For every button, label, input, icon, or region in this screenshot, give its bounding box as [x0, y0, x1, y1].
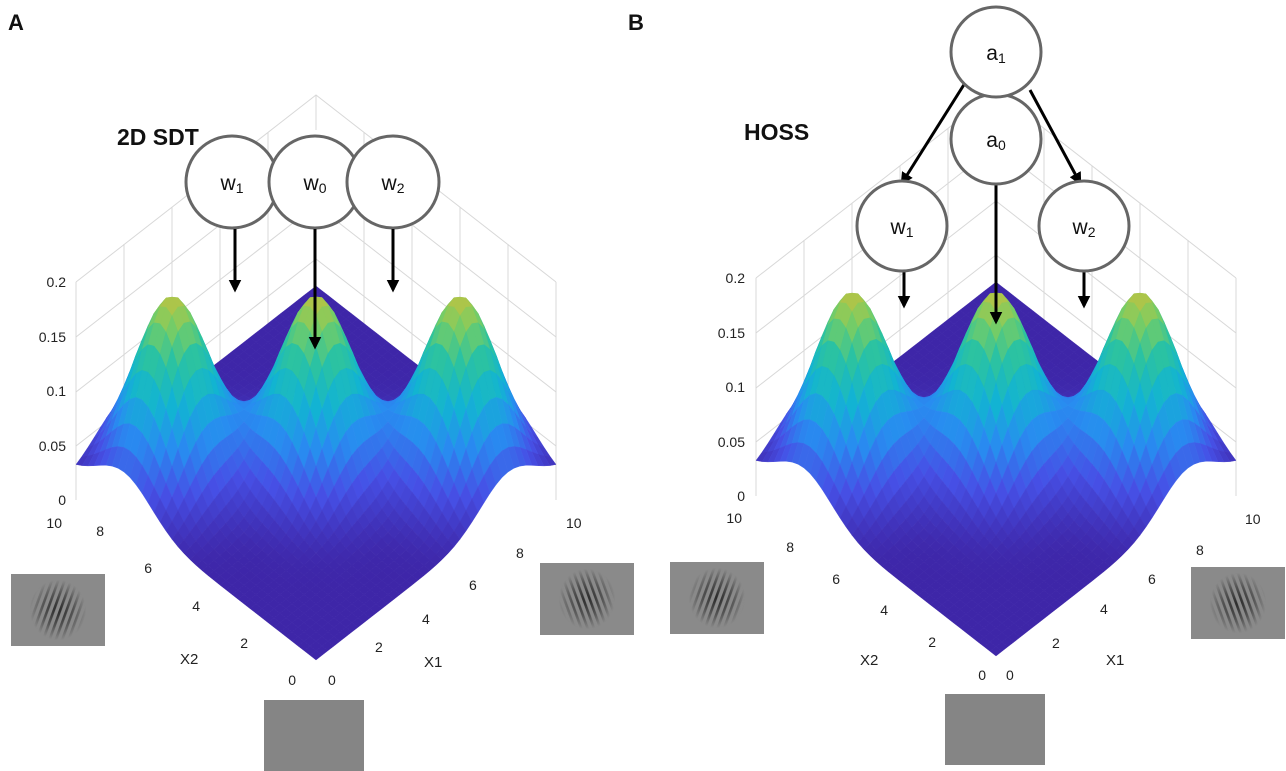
stimulus-blank-a	[264, 700, 364, 771]
node-a1: a1	[949, 5, 1043, 99]
surface-facet	[989, 646, 1003, 657]
stimulus-gabor-right-b	[1191, 567, 1285, 639]
x1-tick: 8	[1196, 542, 1204, 558]
surface-facet	[309, 650, 323, 661]
z-tick: 0.15	[718, 325, 745, 341]
panel-b-title: HOSS	[744, 119, 809, 145]
nodes-a: w1 w0 w2	[184, 134, 441, 230]
surface-a	[75, 285, 557, 661]
x1-ticks-a: 0 2 4 6 8 10	[328, 515, 582, 688]
panel-a: A 2D SDT 0 0.05 0.1 0.15 0.2 0 2 4 6 8 1…	[8, 10, 634, 771]
svg-text:a0: a0	[986, 129, 1006, 153]
x2-tick: 4	[880, 602, 888, 618]
x1-axis-label-a: X1	[424, 654, 442, 671]
node-w1: w1	[855, 179, 949, 273]
z-tick: 0.1	[726, 379, 746, 395]
x2-tick: 0	[288, 672, 296, 688]
z-tick: 0.05	[718, 434, 745, 450]
arrow-a1-to-w2	[1028, 89, 1082, 186]
x1-tick: 2	[1052, 635, 1060, 651]
z-ticks-a: 0 0.05 0.1 0.15 0.2	[39, 274, 66, 508]
svg-text:w1: w1	[220, 172, 244, 196]
nodes-b: a0 a1 w1 w2	[855, 5, 1131, 273]
stimulus-blank-b	[945, 694, 1045, 765]
x1-tick: 6	[469, 577, 477, 593]
z-ticks-b: 0 0.05 0.1 0.15 0.2	[718, 270, 745, 504]
z-tick: 0.15	[39, 329, 66, 345]
x1-tick: 10	[1245, 511, 1261, 527]
stimulus-gabor-left-b	[670, 562, 764, 634]
x1-ticks-b: 0 2 4 6 8 10	[1006, 511, 1261, 683]
svg-text:w1: w1	[890, 216, 914, 240]
z-tick: 0.2	[47, 274, 67, 290]
stimulus-gabor-right-a	[540, 563, 634, 635]
z-tick: 0.2	[726, 270, 746, 286]
z-tick: 0	[737, 488, 745, 504]
node-w2: w2	[1037, 179, 1131, 273]
x1-tick: 4	[422, 611, 430, 627]
node-w1: w1	[184, 134, 280, 230]
stimuli-a	[11, 563, 634, 771]
x2-tick: 6	[832, 571, 840, 587]
x1-tick: 10	[566, 515, 582, 531]
svg-text:w2: w2	[1072, 216, 1096, 240]
arrows-b	[897, 82, 1091, 325]
x1-tick: 0	[328, 672, 336, 688]
x2-tick: 10	[726, 510, 742, 526]
x1-tick: 2	[375, 639, 383, 655]
x1-tick: 0	[1006, 667, 1014, 683]
x2-tick: 8	[786, 539, 794, 555]
x2-tick: 4	[192, 598, 200, 614]
x2-tick: 2	[928, 634, 936, 650]
stimuli-b	[670, 562, 1285, 765]
z-tick: 0.05	[39, 438, 66, 454]
x2-tick: 8	[96, 523, 104, 539]
node-w2: w2	[345, 134, 441, 230]
surface-b	[755, 281, 1237, 657]
z-tick: 0.1	[47, 383, 67, 399]
node-a0: a0	[949, 92, 1043, 186]
arrow-a1-to-w1	[900, 82, 967, 186]
x2-ticks-a: 0 2 4 6 8 10	[46, 515, 296, 688]
panel-a-title: 2D SDT	[117, 124, 199, 150]
x2-axis-label-b: X2	[860, 652, 878, 669]
stimulus-gabor-left-a	[11, 574, 105, 646]
panel-letter-b: B	[628, 10, 644, 35]
x2-tick: 10	[46, 515, 62, 531]
x2-tick: 2	[240, 635, 248, 651]
x1-axis-label-b: X1	[1106, 652, 1124, 669]
z-tick: 0	[58, 492, 66, 508]
panel-b: B HOSS 0 0.05 0.1 0.15 0.2 0 2 4 6 8 10 …	[628, 5, 1285, 765]
arrows-a	[228, 229, 400, 350]
x2-ticks-b: 0 2 4 6 8 10	[726, 510, 986, 683]
x1-tick: 4	[1100, 601, 1108, 617]
x2-axis-label-a: X2	[180, 651, 198, 668]
x2-tick: 6	[144, 560, 152, 576]
panel-letter-a: A	[8, 10, 24, 35]
svg-text:w0: w0	[303, 172, 327, 196]
x1-tick: 8	[516, 545, 524, 561]
x2-tick: 0	[978, 667, 986, 683]
svg-text:w2: w2	[381, 172, 405, 196]
x1-tick: 6	[1148, 571, 1156, 587]
svg-text:a1: a1	[986, 42, 1006, 66]
